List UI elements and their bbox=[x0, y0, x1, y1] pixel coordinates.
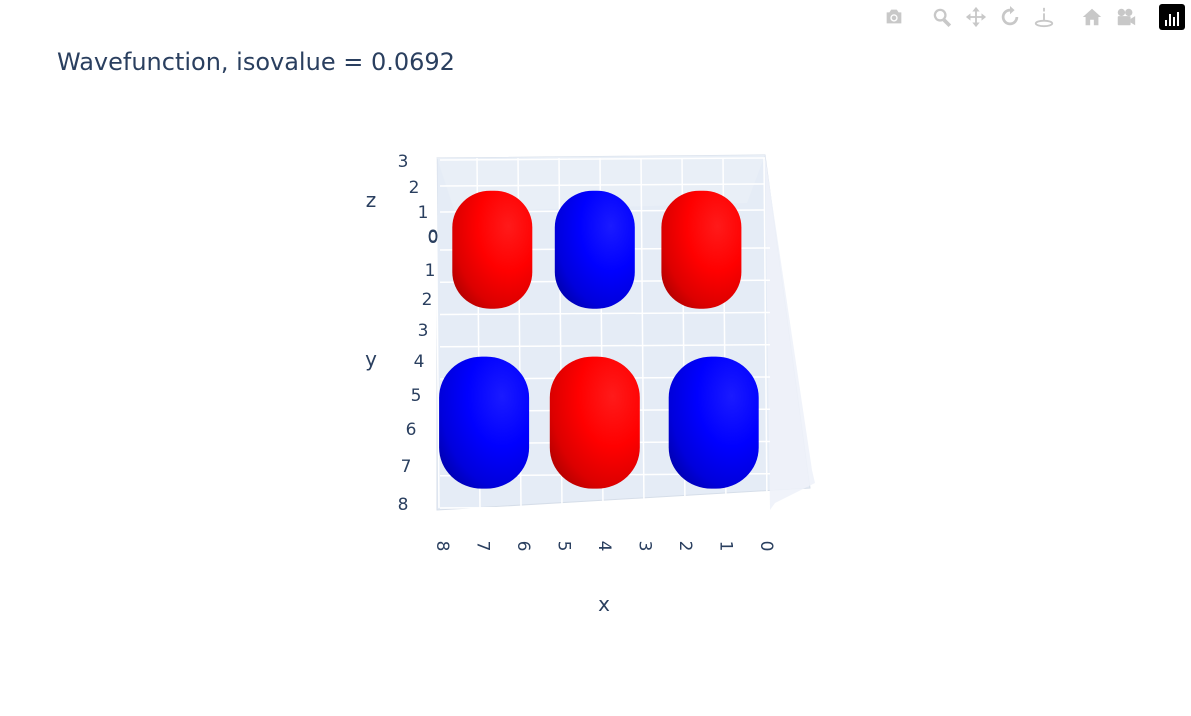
lobe-negative bbox=[439, 356, 530, 489]
grid-line-z bbox=[439, 183, 766, 187]
x-tick-label: 6 bbox=[513, 541, 533, 552]
x-tick-label: 0 bbox=[756, 541, 776, 552]
y-tick-label: 0 bbox=[428, 228, 439, 248]
z-tick-label: 2 bbox=[409, 178, 420, 198]
y-tick-label: 6 bbox=[406, 420, 417, 440]
orbit-rotation-icon[interactable] bbox=[995, 4, 1025, 30]
isosurface-lobes bbox=[439, 190, 759, 489]
x-tick-label: 8 bbox=[432, 541, 452, 552]
modebar bbox=[879, 4, 1185, 30]
camera-last-save-icon[interactable] bbox=[1111, 4, 1141, 30]
y-axis-title: y bbox=[365, 347, 377, 371]
x-axis-title: x bbox=[598, 592, 610, 616]
z-tick-labels: 32 1 0 bbox=[398, 152, 439, 247]
x-tick-label: 5 bbox=[554, 541, 574, 552]
y-tick-label: 4 bbox=[414, 352, 425, 372]
z-axis-title: z bbox=[366, 188, 377, 212]
grid-line-y bbox=[439, 505, 771, 509]
grid-line-z bbox=[439, 157, 766, 161]
grid-line-y bbox=[439, 344, 771, 348]
turntable-rotation-icon[interactable] bbox=[1029, 4, 1059, 30]
zoom-icon[interactable] bbox=[927, 4, 957, 30]
y-tick-label: 1 bbox=[425, 261, 436, 281]
grid-line-x bbox=[640, 157, 645, 509]
y-tick-label: 3 bbox=[418, 321, 429, 341]
lobe-positive bbox=[452, 190, 533, 309]
z-tick-label: 3 bbox=[398, 152, 409, 172]
grid-line-x bbox=[435, 157, 440, 509]
grid-line-y bbox=[439, 311, 771, 316]
z-tick-label: 0 bbox=[428, 227, 439, 247]
lobe-positive bbox=[661, 190, 742, 309]
y-tick-labels: 0 1 2 3 4 5 6 7 8 bbox=[398, 228, 439, 515]
home-icon[interactable] bbox=[1077, 4, 1107, 30]
grid-line-x bbox=[763, 157, 768, 509]
x-tick-label: 4 bbox=[594, 541, 614, 552]
plotly-logo-icon[interactable] bbox=[1159, 4, 1185, 30]
lobe-negative bbox=[668, 356, 759, 489]
z-tick-label: 1 bbox=[418, 203, 429, 223]
y-tick-label: 8 bbox=[398, 495, 409, 515]
pan-icon[interactable] bbox=[961, 4, 991, 30]
lobe-positive bbox=[549, 356, 640, 489]
y-tick-label: 2 bbox=[422, 290, 433, 310]
lobe-negative bbox=[554, 190, 635, 309]
chart-title: Wavefunction, isovalue = 0.0692 bbox=[57, 48, 455, 76]
y-tick-label: 7 bbox=[401, 457, 412, 477]
x-tick-label: 2 bbox=[675, 541, 695, 552]
axis-side-pane bbox=[765, 155, 815, 510]
x-tick-label: 7 bbox=[473, 541, 493, 552]
camera-icon[interactable] bbox=[879, 4, 909, 30]
x-tick-label: 3 bbox=[635, 541, 655, 552]
y-tick-label: 5 bbox=[411, 386, 422, 406]
x-tick-label: 1 bbox=[716, 541, 736, 552]
x-tick-labels: 8 7 6 5 4 3 2 1 0 bbox=[432, 541, 776, 552]
